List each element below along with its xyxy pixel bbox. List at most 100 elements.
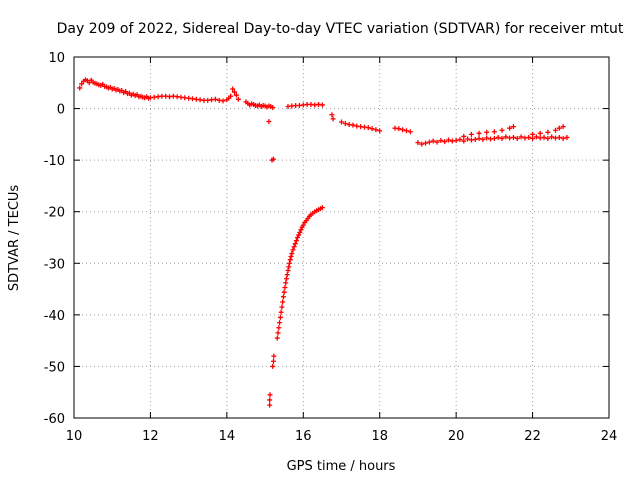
data-point xyxy=(491,129,497,135)
data-point xyxy=(545,135,551,141)
data-point xyxy=(423,140,429,146)
data-point xyxy=(284,272,290,278)
data-point xyxy=(438,138,444,144)
data-point xyxy=(510,134,516,140)
y-tick-label: -30 xyxy=(44,257,65,272)
y-tick-label: -10 xyxy=(44,154,65,169)
data-point xyxy=(282,285,288,291)
data-point xyxy=(278,309,284,315)
data-point xyxy=(329,112,335,118)
data-point xyxy=(499,135,505,141)
data-point xyxy=(396,126,402,132)
data-point xyxy=(553,127,558,133)
tick-labels: 10 12 14 16 18 20 22 24 10 0 -10 -20 -30 -40 -50 -60 xyxy=(44,51,618,444)
data-point xyxy=(270,358,276,364)
data-point xyxy=(279,304,285,310)
data-point xyxy=(549,134,555,140)
data-point xyxy=(377,128,383,134)
data-point xyxy=(280,299,286,305)
data-point xyxy=(289,250,295,256)
data-point xyxy=(267,402,273,408)
data-point xyxy=(560,135,566,141)
data-point xyxy=(495,134,501,140)
data-point xyxy=(476,135,482,141)
series-main-band xyxy=(77,77,570,163)
data-point xyxy=(510,124,516,130)
data-point xyxy=(400,127,406,133)
data-point xyxy=(283,276,289,282)
data-point xyxy=(287,257,293,263)
data-point xyxy=(545,129,551,135)
data-point xyxy=(270,363,276,369)
data-point xyxy=(350,122,356,128)
x-axis-label: GPS time / hours xyxy=(287,459,396,474)
data-point xyxy=(291,244,297,250)
data-point xyxy=(295,235,301,240)
data-point xyxy=(407,129,413,135)
y-tick-label: 0 xyxy=(57,103,65,118)
data-point xyxy=(330,116,336,122)
data-point xyxy=(283,280,289,286)
data-point xyxy=(472,137,478,143)
data-point xyxy=(518,134,524,140)
data-point xyxy=(267,397,273,403)
data-point xyxy=(365,125,371,131)
y-axis-label: SDTVAR / TECUs xyxy=(7,185,22,292)
data-point xyxy=(476,130,482,136)
data-point xyxy=(530,131,536,137)
x-tick-label: 22 xyxy=(524,429,541,444)
data-point xyxy=(280,294,286,300)
data-point xyxy=(235,96,241,102)
data-point xyxy=(296,232,302,238)
y-tick-label: -60 xyxy=(44,412,65,427)
data-point xyxy=(270,105,276,111)
data-point xyxy=(461,133,467,139)
series-steep-drop xyxy=(267,205,325,408)
data-point xyxy=(453,138,459,144)
data-point xyxy=(484,135,490,141)
data-point xyxy=(79,81,85,87)
data-point xyxy=(276,325,282,331)
data-point xyxy=(271,353,277,359)
data-point xyxy=(230,86,236,92)
data-point xyxy=(297,229,303,235)
x-tick-label: 18 xyxy=(371,429,388,444)
data-point xyxy=(319,102,325,108)
data-point xyxy=(541,134,547,140)
data-point xyxy=(514,135,520,141)
data-point xyxy=(232,89,237,95)
y-tick-label: 10 xyxy=(48,51,65,66)
data-point xyxy=(537,130,543,136)
data-point xyxy=(342,121,348,127)
data-point xyxy=(292,241,298,247)
data-point xyxy=(228,93,234,99)
data-point xyxy=(288,254,294,260)
data-point xyxy=(484,129,490,135)
y-tick-label: -20 xyxy=(44,206,65,221)
y-tick-label: -50 xyxy=(44,360,65,375)
x-tick-label: 10 xyxy=(66,429,83,444)
data-point xyxy=(212,96,218,102)
data-point xyxy=(281,289,287,295)
x-tick-label: 24 xyxy=(601,429,618,444)
data-point xyxy=(220,98,226,104)
data-point xyxy=(274,335,280,341)
data-point xyxy=(293,238,299,244)
data-point xyxy=(233,92,239,98)
data-point xyxy=(480,137,486,143)
chart-title: Day 209 of 2022, Sidereal Day-to-day VTE… xyxy=(57,21,624,37)
data-point xyxy=(503,134,509,140)
data-points xyxy=(77,77,570,408)
data-point xyxy=(430,138,436,144)
data-point xyxy=(419,141,425,147)
x-tick-label: 16 xyxy=(295,429,312,444)
data-point xyxy=(77,85,83,91)
data-point xyxy=(556,134,562,140)
data-point xyxy=(526,134,532,140)
data-point xyxy=(507,125,513,131)
data-point xyxy=(267,392,273,398)
data-point xyxy=(533,134,539,140)
data-point xyxy=(446,137,451,143)
data-point xyxy=(465,136,471,142)
